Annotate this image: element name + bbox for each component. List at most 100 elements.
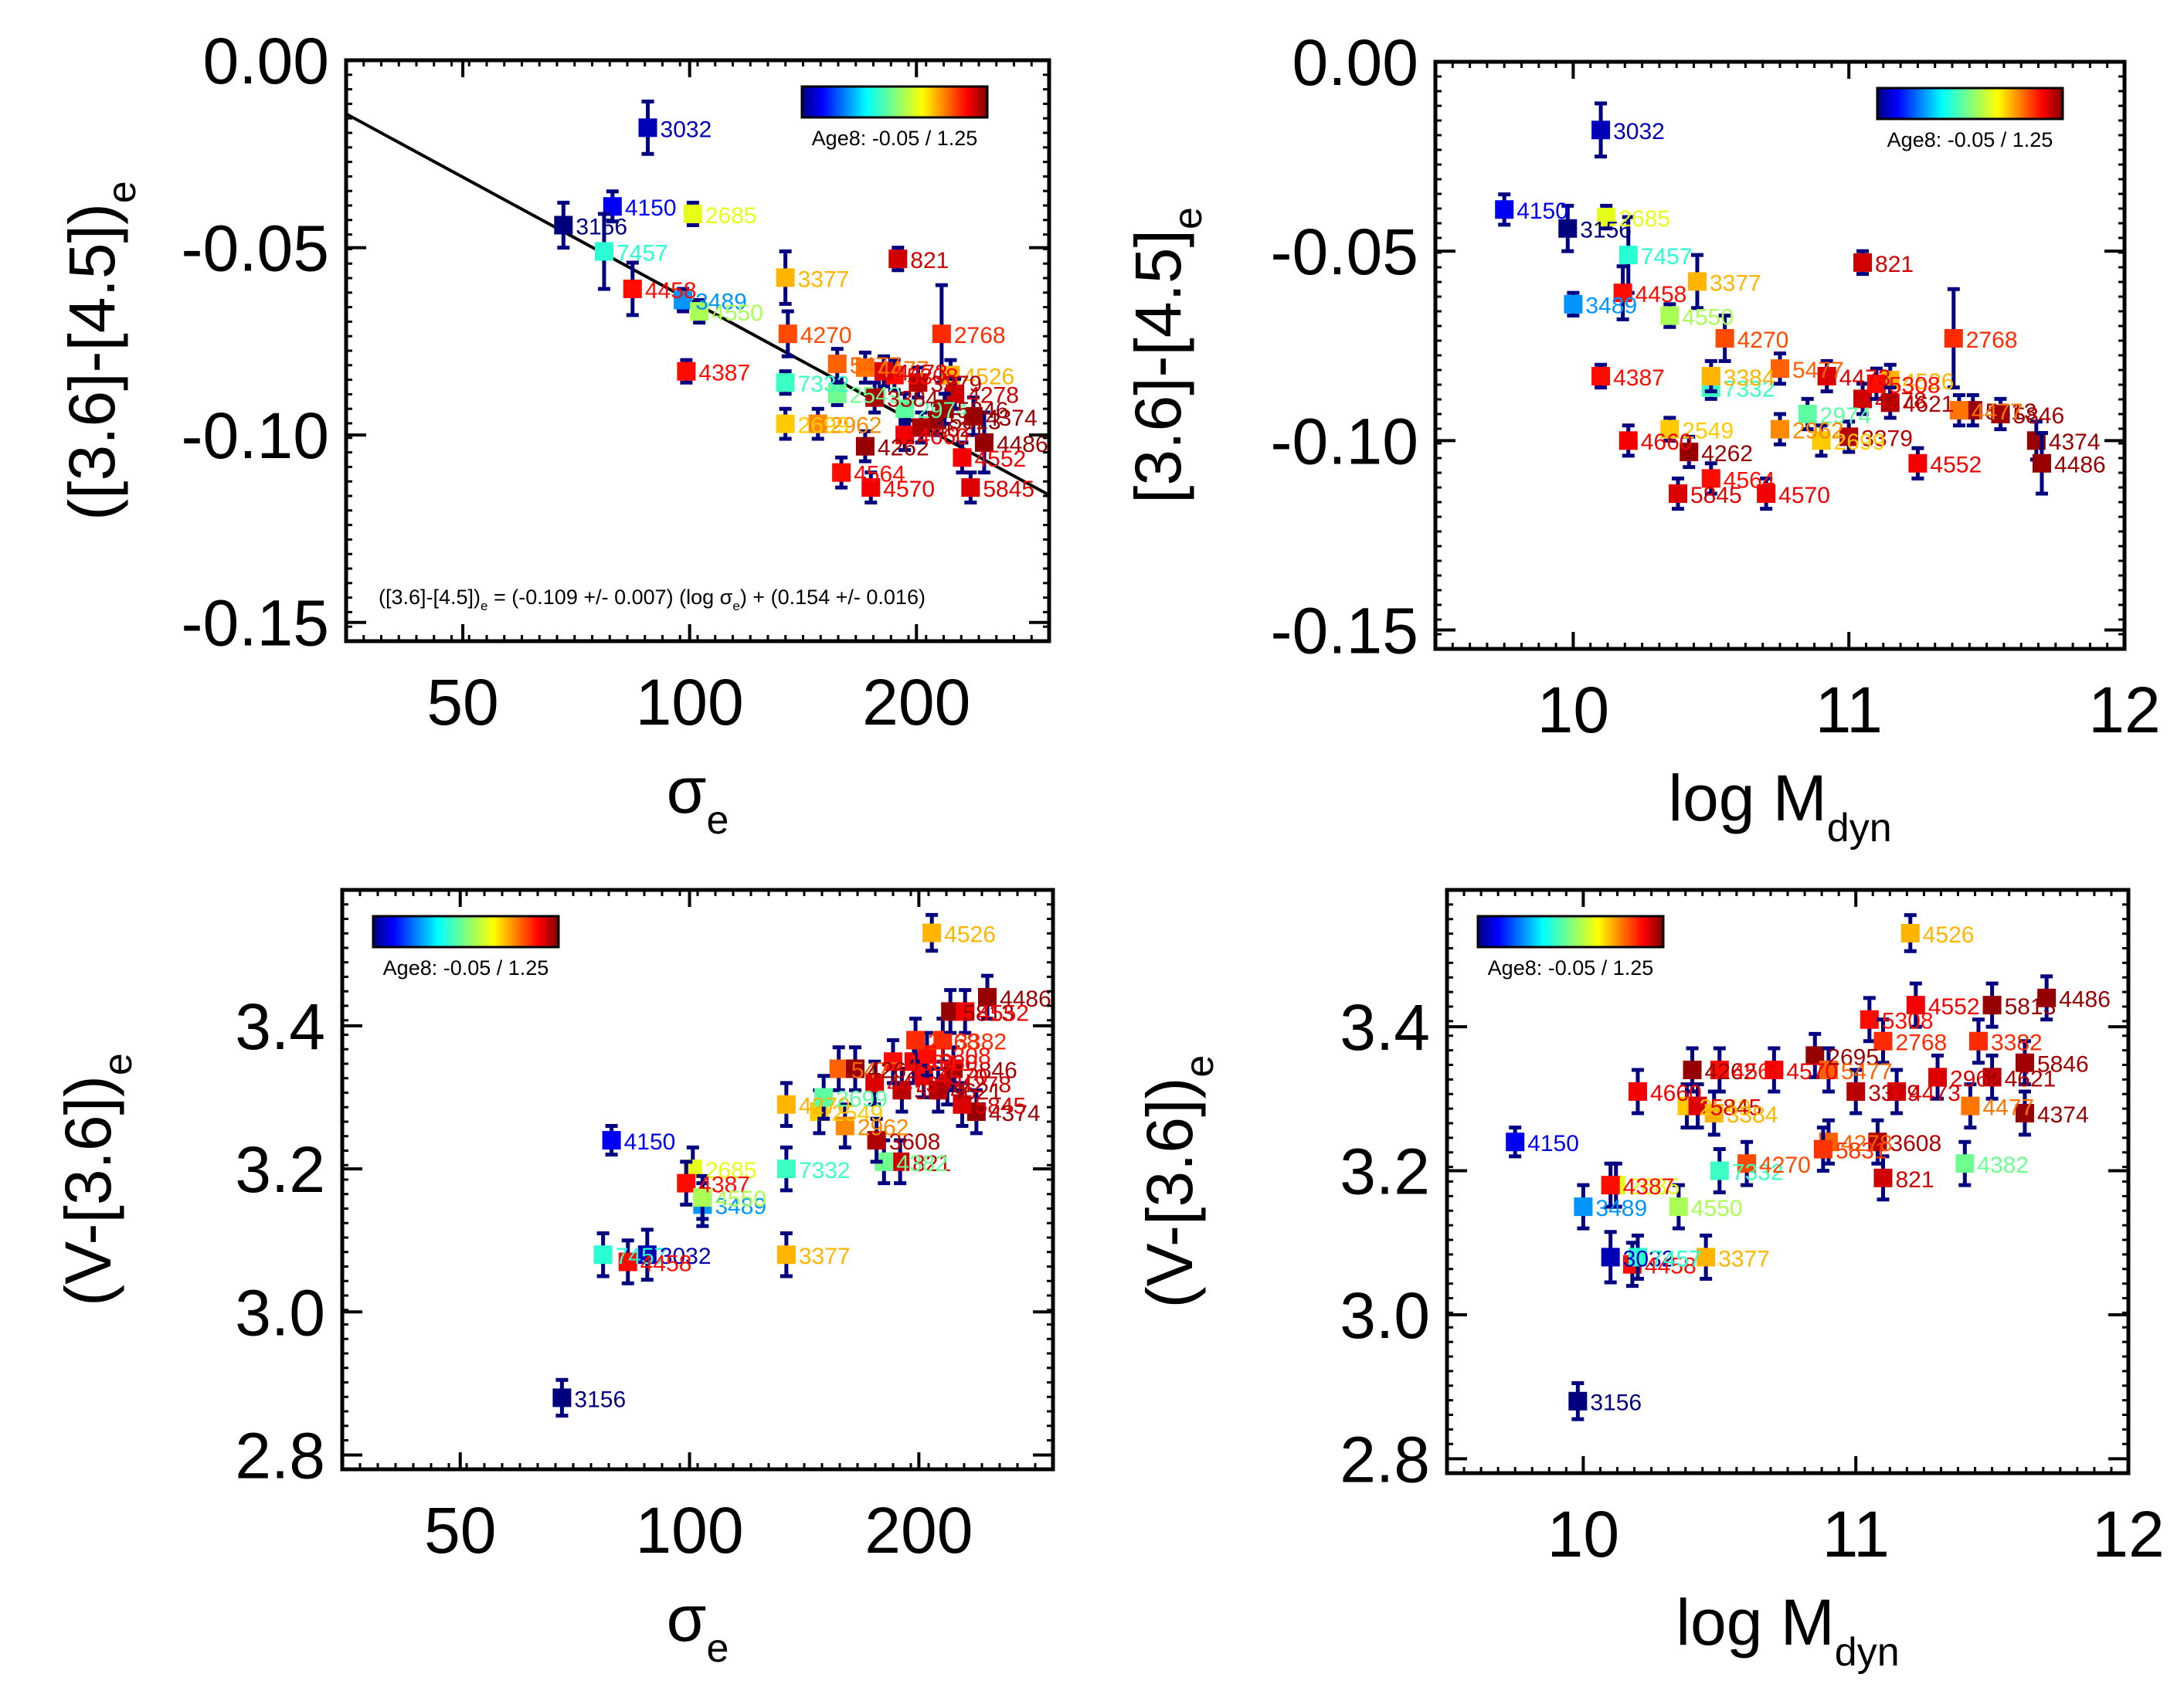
data-point <box>2015 1103 2034 1122</box>
point-label: 4374 <box>986 406 1038 431</box>
point-label: 3489 <box>715 1194 766 1219</box>
point-label: 4374 <box>2049 430 2101 455</box>
point-label: 4660 <box>917 424 969 450</box>
data-point <box>2015 1053 2034 1072</box>
point-label: 4458 <box>640 1251 692 1276</box>
y-axis-label: (V-[3.6])e <box>1133 1055 1222 1309</box>
point-label: 4486 <box>2059 987 2111 1013</box>
data-point <box>912 418 931 437</box>
data-point <box>1506 1132 1525 1152</box>
data-point <box>814 1088 834 1107</box>
data-point <box>1968 1031 1988 1051</box>
data-point <box>1628 1248 1647 1267</box>
point-label: 4477 <box>878 357 929 382</box>
point-label: 3489 <box>1595 1196 1647 1221</box>
data-point <box>1961 1096 1980 1115</box>
data-point <box>1771 419 1789 439</box>
point-label: 4270 <box>1759 1153 1811 1178</box>
point-label: 4150 <box>1527 1131 1579 1156</box>
data-point <box>827 354 847 373</box>
point-label: 4387 <box>698 1173 750 1198</box>
data-point <box>618 1252 637 1272</box>
data-point <box>1680 443 1699 462</box>
x-tick-label: 100 <box>635 1494 743 1567</box>
point-label: 4564 <box>1724 467 1775 493</box>
fit-equation: ([3.6]-[4.5])e = (-0.109 +/- 0.007) (log… <box>379 586 926 613</box>
point-label: 7332 <box>1724 377 1775 402</box>
point-label: 3384 <box>887 387 939 413</box>
data-point <box>861 478 881 497</box>
data-point <box>1697 1248 1716 1267</box>
data-point <box>1613 284 1632 303</box>
y-tick-label: 2.8 <box>1340 1423 1430 1496</box>
data-point <box>602 1131 621 1150</box>
point-label: 3156 <box>574 1387 626 1412</box>
point-label: 2974 <box>1820 403 1872 429</box>
colorbar-label: Age8: -0.05 / 1.25 <box>383 956 549 980</box>
point-label: 5846 <box>2037 1052 2089 1078</box>
point-label: 3156 <box>576 214 627 239</box>
point-label: 4473 <box>896 361 948 386</box>
data-point <box>776 268 795 287</box>
data-point <box>1819 1061 1838 1080</box>
point-label: 4262 <box>868 1058 919 1083</box>
data-point <box>1688 1096 1707 1115</box>
y-tick-label: 2.8 <box>235 1419 325 1492</box>
point-label: 7457 <box>616 1244 667 1269</box>
point-label: 5813 <box>2005 994 2057 1020</box>
data-point <box>1558 219 1578 238</box>
data-point <box>855 436 875 456</box>
data-point <box>623 279 642 298</box>
y-tick-label: -0.05 <box>182 212 329 285</box>
point-label: 5813 <box>949 409 1001 435</box>
point-label: 4486 <box>2054 453 2106 478</box>
data-point <box>895 426 915 445</box>
data-point <box>963 406 983 426</box>
point-label: 4374 <box>2037 1102 2089 1128</box>
data-point <box>829 1059 848 1078</box>
data-point <box>1880 393 1900 413</box>
data-point <box>883 1052 902 1071</box>
point-label: 2974 <box>917 398 969 423</box>
point-label: 4621 <box>2005 1066 2057 1092</box>
point-label: 4477 <box>1982 1095 2034 1121</box>
y-axis-label: [3.6]-[4.5]e <box>1122 207 1211 504</box>
point-label: 3489 <box>1585 294 1637 319</box>
point-label: 4374 <box>989 1101 1041 1126</box>
data-point <box>808 414 827 433</box>
point-label: 5845 <box>1710 1095 1762 1121</box>
x-tick-label: 10 <box>1537 674 1609 746</box>
y-tick-label: 3.4 <box>235 990 325 1063</box>
data-point <box>832 463 851 482</box>
minor-ticks <box>1447 890 2128 1473</box>
x-tick-label: 100 <box>636 666 744 739</box>
point-label: 5813 <box>1985 399 2037 425</box>
point-label: 4387 <box>1623 1174 1675 1200</box>
data-point <box>1601 1248 1620 1267</box>
data-point <box>1710 1061 1729 1080</box>
point-label: 821 <box>912 1151 951 1177</box>
point-label: 2685 <box>705 1158 757 1183</box>
data-point <box>1982 1068 2002 1087</box>
data-point <box>1955 1154 1975 1173</box>
data-point <box>1812 431 1831 450</box>
point-label: 3379 <box>914 1079 966 1105</box>
data-point <box>1601 1176 1620 1195</box>
data-point <box>1846 1082 1866 1101</box>
data-point <box>776 1245 796 1265</box>
data-point <box>1660 306 1680 325</box>
x-axis-label: σe <box>667 1582 729 1671</box>
data-point <box>956 1002 975 1021</box>
data-point <box>1591 121 1611 140</box>
data-point <box>638 118 657 138</box>
point-label: 4458 <box>1635 282 1687 307</box>
point-label: 4526 <box>963 364 1014 389</box>
data-point <box>1900 923 1920 942</box>
y-tick-label: 3.4 <box>1340 991 1430 1064</box>
data-point <box>895 399 915 419</box>
data-point <box>1928 1068 1948 1087</box>
data-point <box>1618 246 1638 265</box>
data-point <box>1866 374 1886 393</box>
